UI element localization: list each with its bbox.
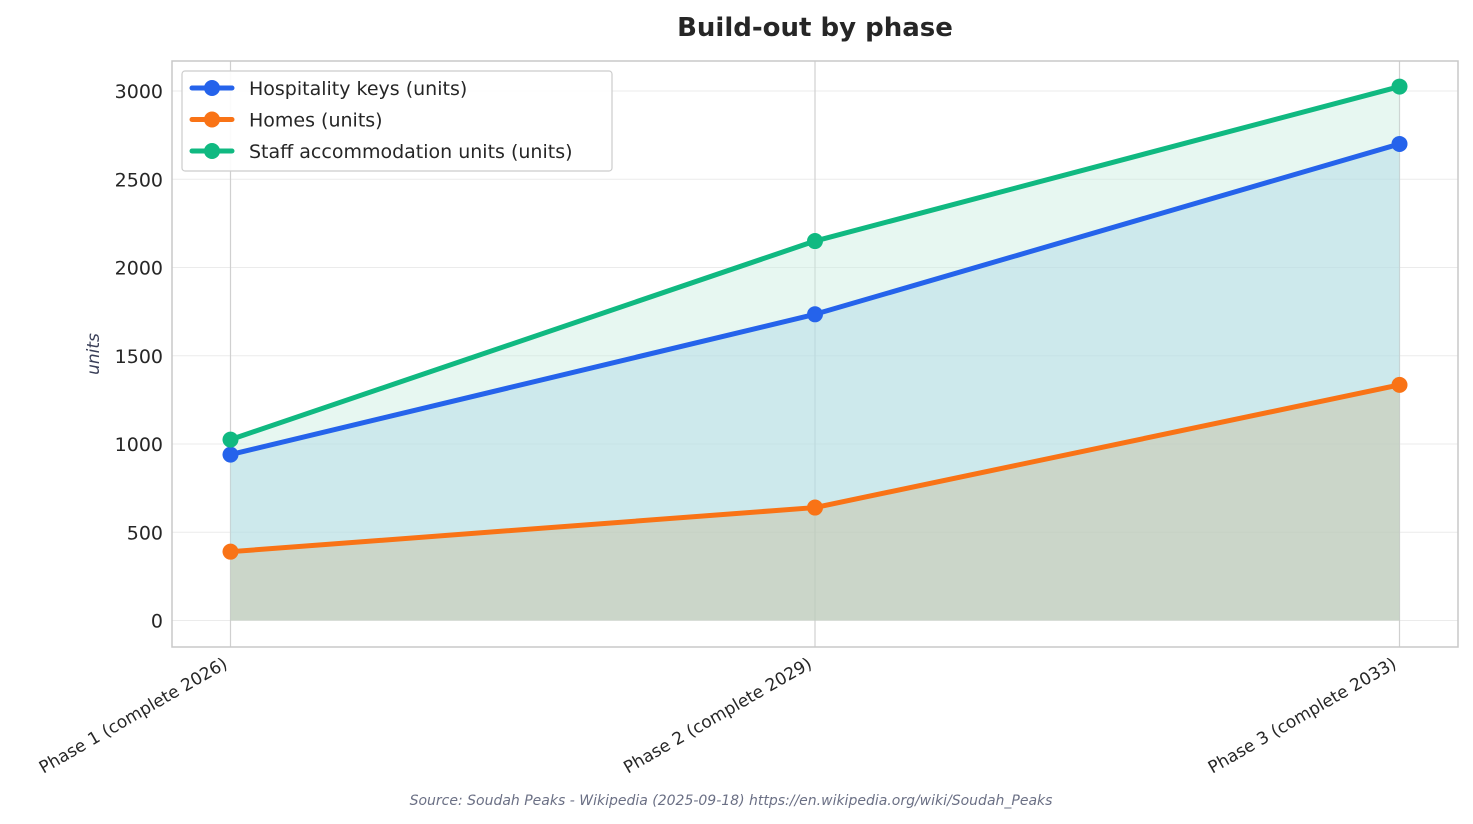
area-fill — [230, 143, 1400, 621]
data-point — [1391, 78, 1408, 95]
y-tick-label: 3000 — [115, 81, 163, 103]
y-tick-label: 500 — [127, 522, 163, 544]
y-tick-label: 2000 — [115, 258, 163, 280]
y-tick-label: 2500 — [115, 169, 163, 191]
x-tick-label: Phase 2 (complete 2029) — [620, 654, 815, 778]
area-fills — [230, 86, 1400, 621]
x-tick-label: Phase 3 (complete 2033) — [1205, 654, 1400, 778]
data-point — [1391, 376, 1408, 393]
legend: Hospitality keys (units) Homes (units) Sta… — [181, 70, 613, 172]
legend-label: Hospitality keys (units) — [249, 78, 467, 100]
legend-swatch-marker — [204, 80, 220, 96]
source-note: Source: Soudah Peaks - Wikipedia (2025-0… — [410, 793, 1053, 809]
legend-label: Staff accommodation units (units) — [249, 141, 573, 163]
y-tick-label: 0 — [151, 611, 163, 633]
data-point — [807, 306, 823, 323]
data-point — [1391, 135, 1408, 152]
x-tick-label: Phase 1 (complete 2026) — [36, 654, 231, 778]
data-point — [222, 446, 239, 463]
y-axis-label: units — [84, 333, 104, 375]
y-axis-ticks: 0 500 1000 1500 2000 2500 3000 — [115, 81, 163, 633]
data-point — [807, 233, 823, 250]
x-axis-ticks: Phase 1 (complete 2026) Phase 2 (complete… — [36, 654, 1400, 778]
legend-box — [181, 70, 613, 172]
legend-swatch-marker — [204, 143, 220, 159]
legend-swatch-marker — [204, 111, 220, 128]
data-point — [222, 431, 239, 448]
y-tick-label: 1500 — [115, 346, 163, 368]
area-fill — [230, 86, 1400, 621]
plot-frame — [171, 60, 1459, 648]
y-tick-label: 1000 — [115, 434, 163, 456]
data-points — [222, 78, 1408, 560]
data-point — [807, 499, 823, 516]
data-point — [222, 543, 239, 560]
chart-title: Build-out by phase — [677, 13, 953, 43]
legend-label: Homes (units) — [249, 110, 383, 132]
area-fill — [230, 384, 1400, 621]
